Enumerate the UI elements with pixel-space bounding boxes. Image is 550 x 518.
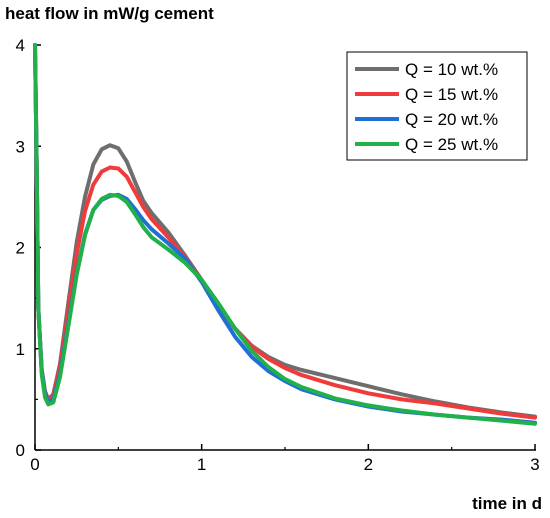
x-tick-label: 1 <box>197 455 206 474</box>
y-tick-label: 3 <box>16 137 25 156</box>
x-tick-label: 2 <box>364 455 373 474</box>
y-tick-label: 4 <box>16 36 25 55</box>
series-line <box>33 43 537 426</box>
y-tick-label: 2 <box>16 239 25 258</box>
x-tick-label: 3 <box>530 455 539 474</box>
y-tick-label: 1 <box>16 340 25 359</box>
y-tick-label: 0 <box>16 441 25 460</box>
legend-entry: Q = 20 wt.% <box>405 110 498 129</box>
legend-entry: Q = 25 wt.% <box>405 135 498 154</box>
legend-entry: Q = 15 wt.% <box>405 85 498 104</box>
series-line <box>33 43 537 420</box>
x-axis-label: time in d <box>472 494 542 513</box>
y-axis-label: heat flow in mW/g cement <box>5 4 214 23</box>
legend-entry: Q = 10 wt.% <box>405 60 498 79</box>
x-tick-label: 0 <box>30 455 39 474</box>
